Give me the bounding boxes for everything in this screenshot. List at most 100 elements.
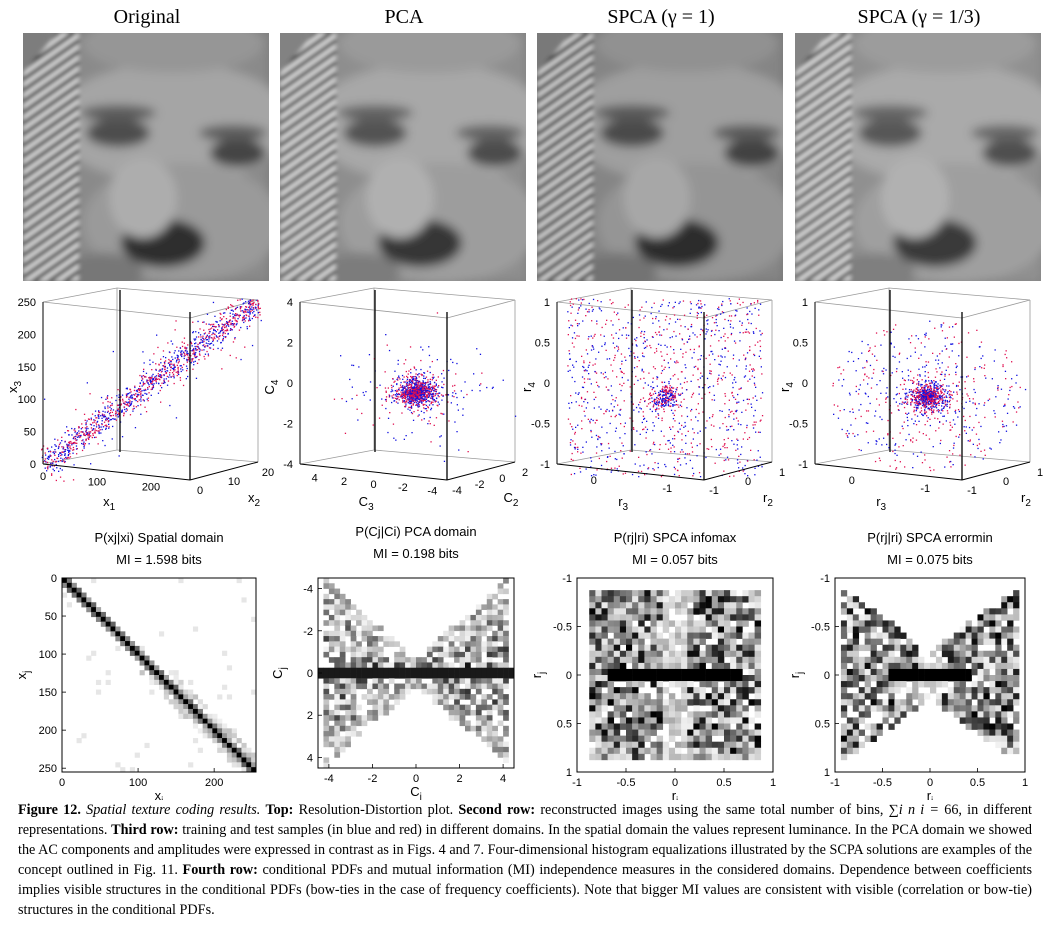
scatter-point — [718, 374, 720, 376]
scatter-point — [592, 419, 594, 422]
scatter-point — [236, 314, 238, 317]
scatter-point — [885, 398, 887, 400]
scatter-point — [454, 384, 456, 387]
scatter-point — [249, 319, 251, 321]
scatter-point — [675, 399, 678, 402]
scatter-point — [732, 327, 734, 329]
scatter-point — [643, 333, 645, 336]
scatter-point — [660, 372, 663, 374]
scatter-point — [142, 370, 145, 373]
scatter-point — [598, 307, 600, 309]
scatter-point — [428, 400, 430, 402]
scatter-point — [742, 332, 744, 334]
scatter-point — [392, 385, 394, 387]
scatter-point — [44, 460, 47, 463]
scatter-point — [706, 377, 709, 380]
scatter-point — [692, 438, 694, 440]
scatter-point — [670, 389, 672, 392]
scatter-point — [901, 401, 904, 403]
scatter-point — [624, 433, 626, 435]
scatter-point — [600, 443, 602, 445]
scatter-point — [653, 400, 655, 402]
scatter-point — [76, 436, 79, 438]
scatter-point — [924, 375, 926, 377]
scatter-point — [747, 460, 749, 462]
scatter-point — [687, 430, 689, 432]
scatter-point — [926, 398, 928, 401]
scatter-point — [657, 405, 660, 407]
scatter-point — [104, 411, 106, 413]
scatter-point — [151, 383, 153, 385]
scatter-point — [259, 314, 261, 316]
scatter-point — [447, 401, 449, 403]
scatter-point — [629, 386, 631, 388]
tick-label: 50 — [24, 427, 36, 439]
scatter-point — [586, 370, 588, 372]
scatter-point — [419, 384, 421, 387]
scatter-point — [740, 424, 742, 426]
scatter-point — [952, 398, 954, 400]
scatter-point — [570, 439, 572, 441]
scatter-point — [403, 438, 405, 440]
scatter-point — [106, 397, 109, 400]
scatter-point — [434, 393, 436, 395]
scatter-point — [926, 384, 928, 386]
scatter-point — [193, 353, 195, 355]
scatter-point — [690, 410, 692, 412]
scatter-point — [1003, 425, 1005, 428]
scatter-point — [384, 371, 386, 373]
scatter-point — [209, 343, 212, 345]
scatter-point — [129, 388, 131, 390]
scatter-point — [89, 423, 92, 425]
scatter-point — [927, 392, 929, 394]
scatter-point — [670, 451, 672, 453]
scatter-point — [195, 351, 197, 354]
scatter-point — [1015, 424, 1018, 426]
scatter-point — [222, 338, 224, 341]
scatter-point — [704, 316, 706, 318]
scatter-point — [732, 386, 734, 389]
scatter-point — [657, 398, 659, 400]
scatter-point — [700, 311, 702, 314]
scatter-point — [952, 343, 954, 345]
scatter-point — [661, 404, 663, 407]
scatter-point — [1005, 430, 1008, 432]
scatter-point — [69, 450, 71, 452]
scatter-point — [132, 410, 134, 412]
scatter-point — [222, 338, 224, 340]
scatter-point — [730, 303, 732, 305]
scatter-point — [414, 398, 416, 400]
scatter-point — [642, 411, 644, 413]
scatter-point — [416, 387, 418, 389]
scatter-point — [881, 444, 883, 446]
scatter-point — [754, 307, 756, 309]
scatter-point — [868, 349, 871, 352]
scatter-point — [569, 423, 571, 425]
scatter-point — [914, 351, 916, 353]
scatter-point — [115, 399, 117, 402]
scatter-point — [670, 346, 672, 348]
scatter-point — [658, 393, 660, 396]
scatter-point — [753, 415, 755, 417]
scatter-point — [590, 431, 592, 433]
scatter-point — [78, 436, 80, 438]
scatter-point — [1002, 423, 1004, 426]
scatter-point — [46, 470, 48, 472]
scatter-point — [756, 399, 758, 401]
scatter-point — [208, 336, 211, 338]
scatter-point — [668, 391, 670, 393]
scatter-point — [933, 395, 935, 397]
scatter-point — [728, 399, 730, 401]
scatter-point — [653, 302, 655, 304]
scatter-point — [670, 399, 672, 401]
scatter-point — [843, 378, 845, 381]
tick-label: 0 — [745, 476, 751, 488]
scatter-point — [106, 418, 109, 420]
scatter-point — [204, 332, 206, 334]
scatter-point — [974, 402, 976, 404]
scatter-point — [924, 459, 926, 461]
scatter-point — [186, 367, 188, 370]
scatter-point — [847, 436, 849, 438]
scatter-point — [674, 373, 676, 376]
scatter-point — [399, 384, 402, 386]
